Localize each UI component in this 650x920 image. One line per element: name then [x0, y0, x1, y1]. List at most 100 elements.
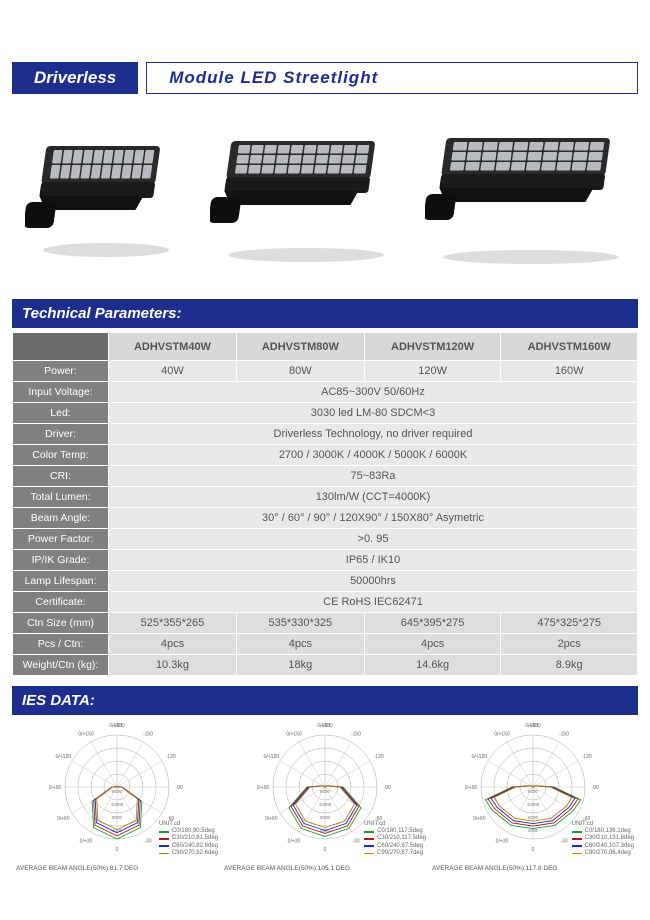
spec-label: Driver: — [13, 424, 109, 445]
ies-legend: UNIT:cdC0/180,117.5degC30/210,117.5degC6… — [364, 821, 426, 857]
model-header: ADHVSTM40W — [109, 333, 237, 361]
spec-label: Weight/Ctn (kg): — [13, 655, 109, 676]
spec-label: Led: — [13, 403, 109, 424]
spec-value: 30° / 60° / 90° / 120X90° / 150X80° Asym… — [109, 508, 638, 529]
svg-text:0/+120: 0/+120 — [264, 754, 280, 760]
svg-text:0/+150: 0/+150 — [494, 731, 510, 737]
product-image — [210, 137, 390, 267]
spec-label: IP/IK Grade: — [13, 550, 109, 571]
spec-table: ADHVSTM40WADHVSTM80WADHVSTM120WADHVSTM16… — [12, 332, 638, 676]
svg-text:12000: 12000 — [527, 802, 540, 807]
svg-text:-150: -150 — [559, 731, 569, 737]
svg-text:0/+60: 0/+60 — [473, 816, 486, 822]
svg-text:0: 0 — [532, 847, 535, 853]
spec-label: Total Lumen: — [13, 487, 109, 508]
spec-label: Ctn Size (mm) — [13, 613, 109, 634]
svg-text:8000: 8000 — [528, 815, 539, 820]
spec-value: 4pcs — [236, 634, 364, 655]
ies-chart: -180-150-120-90-60-3000/+300/+600/+900/+… — [432, 723, 634, 872]
svg-text:0/+30: 0/+30 — [496, 839, 509, 845]
svg-text:0: 0 — [324, 847, 327, 853]
svg-text:0/+180: 0/+180 — [109, 723, 125, 729]
spec-value: IP65 / IK10 — [109, 550, 638, 571]
ies-chart: -180-150-120-90-60-3000/+300/+600/+900/+… — [16, 723, 218, 872]
svg-text:-120: -120 — [374, 754, 384, 760]
spec-label: CRI: — [13, 466, 109, 487]
svg-text:-90: -90 — [383, 785, 390, 791]
svg-text:12000: 12000 — [319, 802, 332, 807]
svg-text:-30: -30 — [144, 839, 151, 845]
ies-header: IES DATA: — [12, 686, 638, 715]
spec-label: Power: — [13, 361, 109, 382]
spec-label: Beam Angle: — [13, 508, 109, 529]
spec-value: 2pcs — [501, 634, 638, 655]
svg-text:0/+60: 0/+60 — [265, 816, 278, 822]
product-images — [12, 114, 638, 289]
tech-params-header: Technical Parameters: — [12, 299, 638, 328]
spec-value: 645*395*275 — [364, 613, 501, 634]
svg-text:-120: -120 — [582, 754, 592, 760]
spec-label: Pcs / Ctn: — [13, 634, 109, 655]
ies-footer: AVERAGE BEAM ANGLE(50%):105.1 DEG — [224, 865, 426, 872]
spec-label: Lamp Lifespan: — [13, 571, 109, 592]
svg-text:0/+180: 0/+180 — [525, 723, 541, 729]
svg-text:-90: -90 — [591, 785, 598, 791]
ies-footer: AVERAGE BEAM ANGLE(50%):117.8 DEG — [432, 865, 634, 872]
spec-value: 50000hrs — [109, 571, 638, 592]
ies-legend: UNIT:cdC0/180,136.1degC30/210,131.6degC6… — [572, 821, 634, 857]
title-row: Driverless Module LED Streetlight — [12, 62, 638, 94]
spec-value: 525*355*265 — [109, 613, 237, 634]
svg-text:0/+180: 0/+180 — [317, 723, 333, 729]
spec-value: 130lm/W (CCT=4000K) — [109, 487, 638, 508]
spec-value: 160W — [501, 361, 638, 382]
svg-text:8000: 8000 — [112, 815, 123, 820]
spec-value: 535*330*325 — [236, 613, 364, 634]
spec-value: 3030 led LM-80 SDCM<3 — [109, 403, 638, 424]
table-corner — [13, 333, 109, 361]
ies-legend: UNIT:cdC0/180,90.5degC30/210,81.5degC60/… — [159, 821, 218, 857]
spec-value: >0. 95 — [109, 529, 638, 550]
svg-text:-150: -150 — [351, 731, 361, 737]
svg-text:0/+90: 0/+90 — [257, 785, 270, 791]
svg-text:-30: -30 — [560, 839, 567, 845]
spec-value: 14.6kg — [364, 655, 501, 676]
svg-text:6000: 6000 — [112, 789, 123, 794]
ies-chart: -180-150-120-90-60-3000/+300/+600/+900/+… — [224, 723, 426, 872]
svg-text:0/+150: 0/+150 — [286, 731, 302, 737]
spec-label: Power Factor: — [13, 529, 109, 550]
svg-text:0/+150: 0/+150 — [78, 731, 94, 737]
spec-value: CE RoHS IEC62471 — [109, 592, 638, 613]
svg-text:6000: 6000 — [320, 789, 331, 794]
model-header: ADHVSTM160W — [501, 333, 638, 361]
spec-label: Color Temp: — [13, 445, 109, 466]
svg-text:-30: -30 — [352, 839, 359, 845]
spec-value: Driverless Technology, no driver require… — [109, 424, 638, 445]
spec-value: 10.3kg — [109, 655, 237, 676]
product-image — [425, 134, 625, 269]
spec-value: 80W — [236, 361, 364, 382]
ies-footer: AVERAGE BEAM ANGLE(50%):81.7 DEG — [16, 865, 218, 872]
svg-text:0/+30: 0/+30 — [80, 839, 93, 845]
svg-text:0/+30: 0/+30 — [288, 839, 301, 845]
svg-text:-150: -150 — [143, 731, 153, 737]
spec-label: Input Voltage: — [13, 382, 109, 403]
svg-text:0: 0 — [116, 847, 119, 853]
ies-charts: -180-150-120-90-60-3000/+300/+600/+900/+… — [12, 723, 638, 872]
spec-value: 75~83Ra — [109, 466, 638, 487]
svg-text:12000: 12000 — [111, 802, 124, 807]
title-left: Driverless — [12, 62, 138, 94]
model-header: ADHVSTM120W — [364, 333, 501, 361]
spec-value: 4pcs — [364, 634, 501, 655]
svg-text:0/+60: 0/+60 — [57, 816, 70, 822]
spec-value: 4pcs — [109, 634, 237, 655]
spec-value: 8.9kg — [501, 655, 638, 676]
svg-text:0/+90: 0/+90 — [49, 785, 62, 791]
svg-text:-120: -120 — [166, 754, 176, 760]
svg-text:0/+90: 0/+90 — [465, 785, 478, 791]
svg-text:0/+120: 0/+120 — [56, 754, 72, 760]
title-right: Module LED Streetlight — [146, 62, 638, 94]
spec-value: 120W — [364, 361, 501, 382]
product-image — [25, 142, 175, 262]
model-header: ADHVSTM80W — [236, 333, 364, 361]
spec-value: AC85~300V 50/60Hz — [109, 382, 638, 403]
